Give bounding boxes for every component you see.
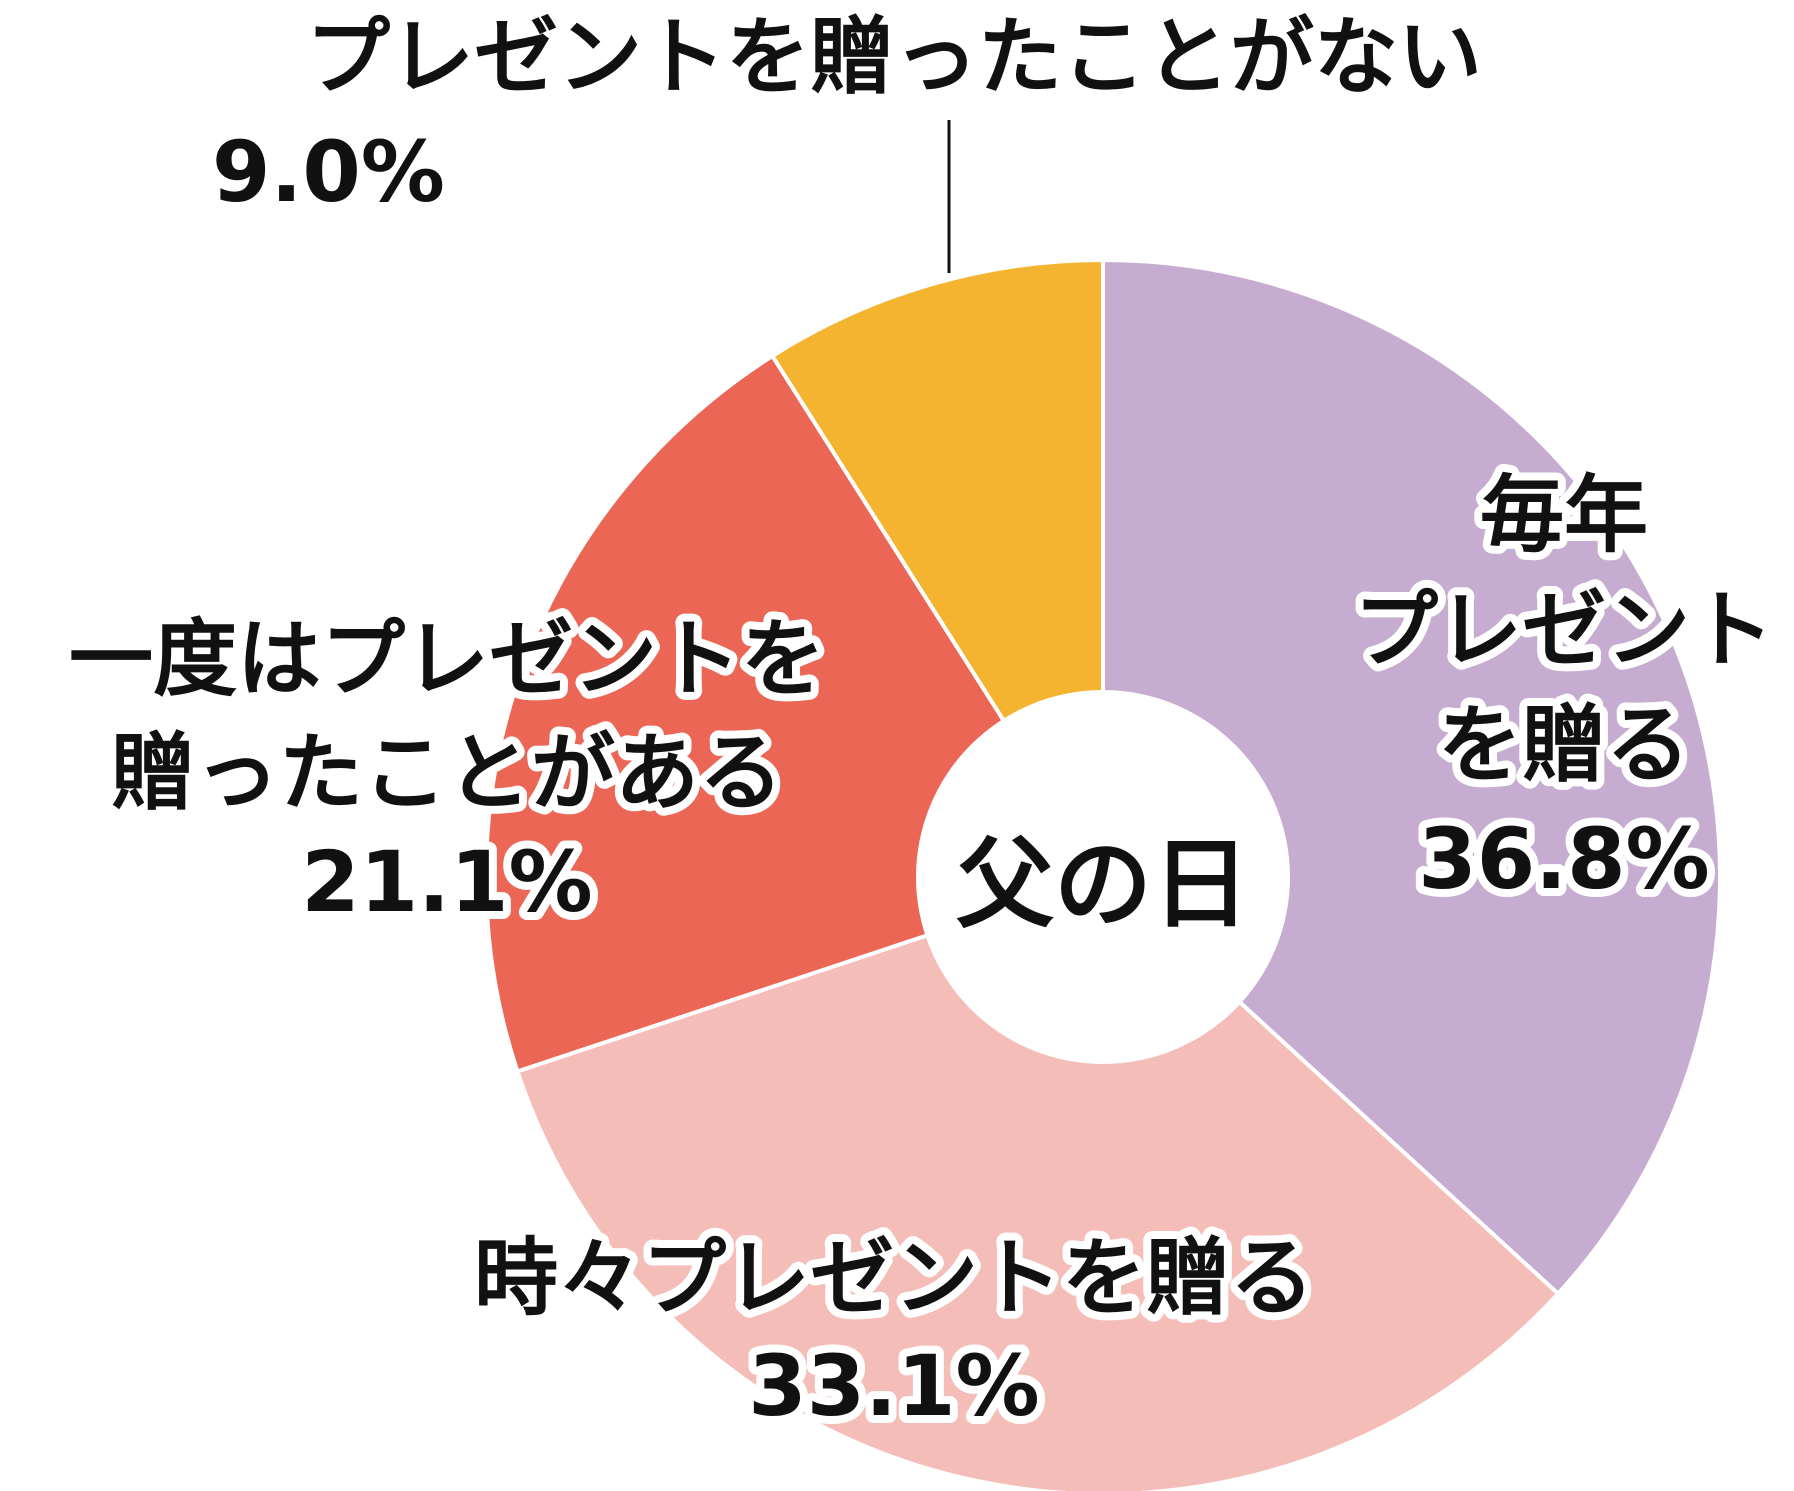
value-label: 36.8% (1418, 810, 1709, 908)
value-label: 9.0% (212, 123, 445, 221)
slice-label: プレゼント (1354, 581, 1774, 679)
center-label: 父の日 (956, 828, 1250, 942)
slice-label: 時々プレゼントを贈る (474, 1229, 1314, 1327)
slice-label: 一度はプレゼントを (69, 610, 825, 708)
slice (514, 874, 1561, 1491)
value-label: 33.1% (748, 1337, 1039, 1435)
slice-label: プレゼントを贈ったことがない (306, 8, 1482, 106)
slice (1101, 257, 1722, 1297)
slice-label: 贈ったことがある (111, 724, 783, 822)
slice-label: 毎年 (1480, 466, 1648, 564)
value-label: 21.1% (301, 833, 592, 931)
slice-label: を贈る (1438, 696, 1690, 794)
donut-hole (916, 690, 1290, 1064)
